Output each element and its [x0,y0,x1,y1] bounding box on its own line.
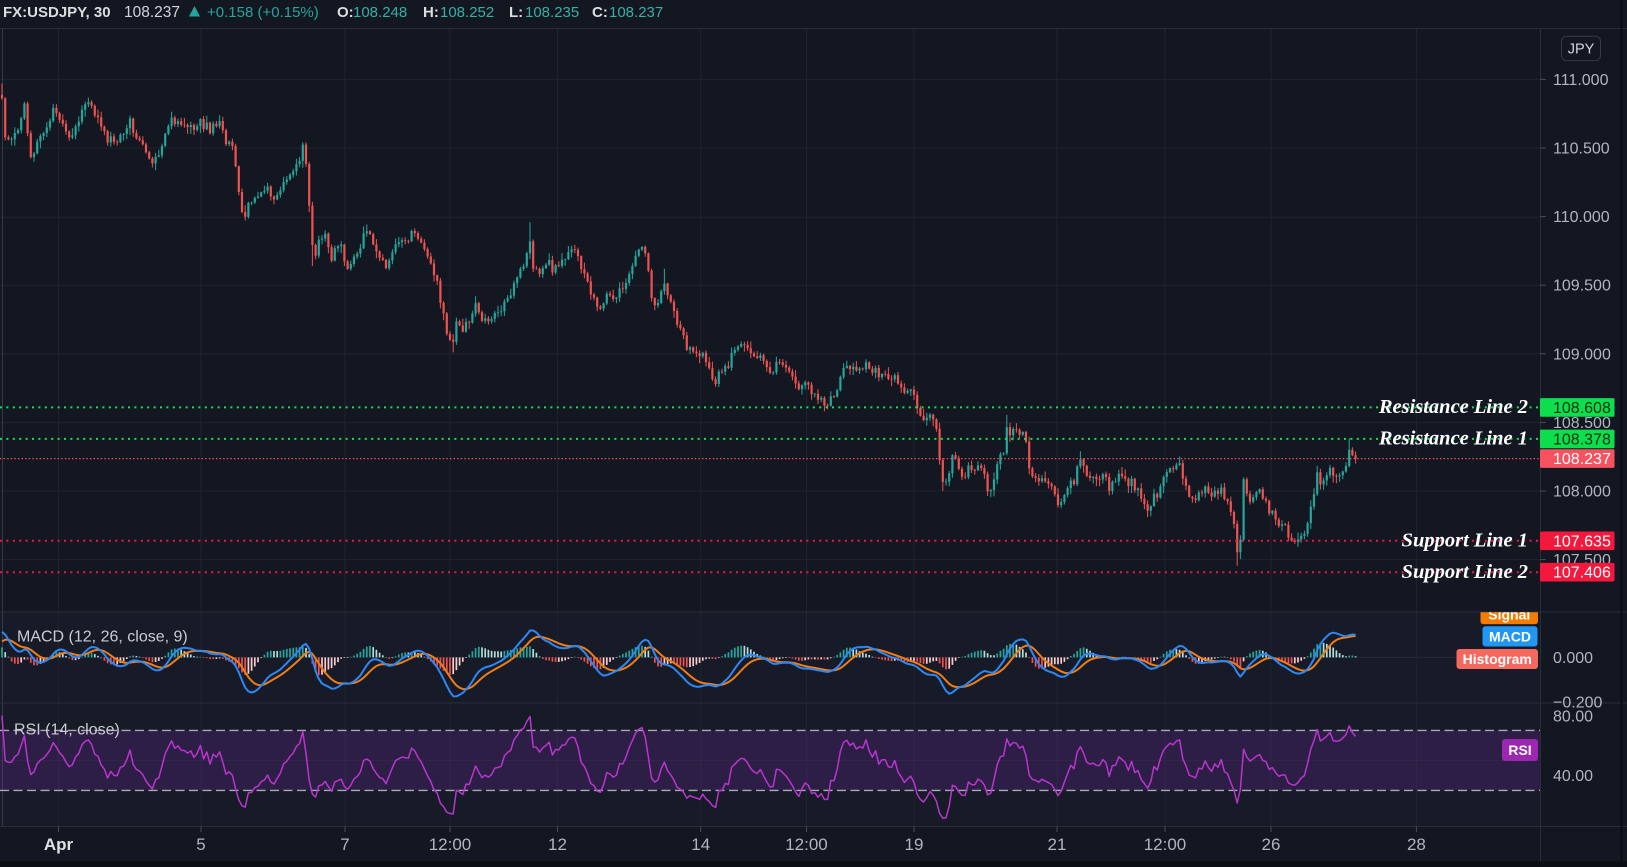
svg-text:107.406: 107.406 [1553,565,1611,582]
svg-text:108.500: 108.500 [1553,415,1611,432]
svg-text:80.00: 80.00 [1553,709,1593,726]
svg-text:14: 14 [691,835,710,854]
svg-text:JPY: JPY [1568,42,1595,58]
svg-text:110.000: 110.000 [1553,209,1610,226]
svg-text:7: 7 [340,835,349,854]
svg-text:O:: O: [337,4,354,21]
svg-text:C:: C: [592,4,608,21]
svg-text:Signal: Signal [1488,606,1530,622]
svg-text:FX:USDJPY, 30: FX:USDJPY, 30 [3,4,111,21]
svg-text:107.635: 107.635 [1553,533,1611,550]
svg-text:L:: L: [509,4,523,21]
svg-text:109.500: 109.500 [1553,278,1611,295]
svg-text:12: 12 [548,835,567,854]
svg-text:108.252: 108.252 [440,4,494,21]
svg-text:108.248: 108.248 [353,4,407,21]
svg-text:−0.200: −0.200 [1553,695,1602,712]
svg-text:Support Line 1: Support Line 1 [1402,530,1528,552]
svg-text:Histogram: Histogram [1463,651,1532,667]
svg-text:26: 26 [1262,835,1281,854]
svg-text:108.237: 108.237 [124,4,180,21]
svg-text:12:00: 12:00 [785,835,828,854]
svg-text:RSI: RSI [1508,742,1531,758]
svg-text:108.378: 108.378 [1553,431,1611,448]
svg-text:110.500: 110.500 [1553,141,1610,158]
svg-text:40.00: 40.00 [1553,768,1593,785]
svg-text:H:: H: [423,4,439,21]
svg-text:RSI (14, close): RSI (14, close) [14,722,120,739]
svg-text:111.000: 111.000 [1553,72,1609,89]
svg-text:108.237: 108.237 [1553,451,1611,468]
svg-text:108.000: 108.000 [1553,484,1611,501]
svg-text:MACD (12, 26, close, 9): MACD (12, 26, close, 9) [17,629,188,646]
svg-text:+0.158 (+0.15%): +0.158 (+0.15%) [207,4,319,21]
svg-text:0.000: 0.000 [1553,650,1593,667]
svg-text:19: 19 [905,835,924,854]
svg-text:28: 28 [1407,835,1426,854]
svg-text:Apr: Apr [44,835,74,854]
svg-text:12:00: 12:00 [429,835,472,854]
svg-text:Support Line 2: Support Line 2 [1402,561,1528,583]
svg-text:108.608: 108.608 [1553,400,1611,417]
svg-text:Resistance Line 2: Resistance Line 2 [1378,396,1528,418]
svg-text:21: 21 [1048,835,1067,854]
svg-text:108.235: 108.235 [525,4,579,21]
svg-text:5: 5 [196,835,205,854]
svg-text:109.000: 109.000 [1553,346,1611,363]
svg-text:Resistance Line 1: Resistance Line 1 [1378,427,1528,449]
svg-text:108.237: 108.237 [609,4,663,21]
svg-text:MACD: MACD [1489,628,1531,644]
svg-text:12:00: 12:00 [1144,835,1187,854]
